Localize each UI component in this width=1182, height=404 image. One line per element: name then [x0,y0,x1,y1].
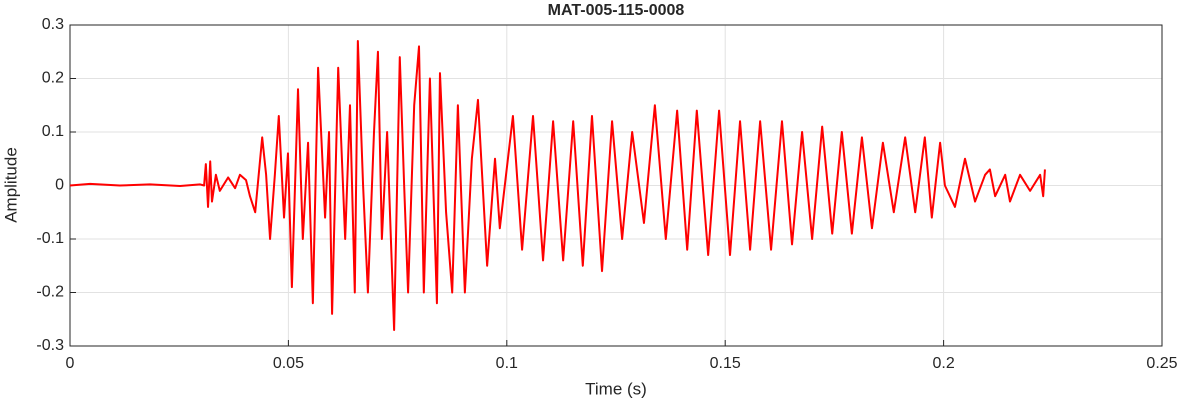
x-tick-label: 0.25 [1146,355,1177,372]
y-tick-label: -0.2 [36,284,64,301]
y-tick-label: 0 [55,177,64,194]
chart-title: MAT-005-115-0008 [548,2,685,19]
x-tick-label: 0 [66,355,75,372]
x-tick-label: 0.2 [932,355,954,372]
y-tick-label: -0.3 [36,337,64,354]
x-tick-label: 0.15 [710,355,741,372]
waveform-line [69,40,1046,331]
y-tick-label: 0.3 [42,16,64,33]
y-tick-label: 0.2 [42,70,64,87]
x-tick-label: 0.1 [496,355,518,372]
x-axis-label: Time (s) [585,379,647,398]
y-tick-label: 0.1 [42,123,64,140]
y-tick-label: -0.1 [36,230,64,247]
x-tick-label: 0.05 [273,355,304,372]
y-axis-label: Amplitude [1,147,20,223]
